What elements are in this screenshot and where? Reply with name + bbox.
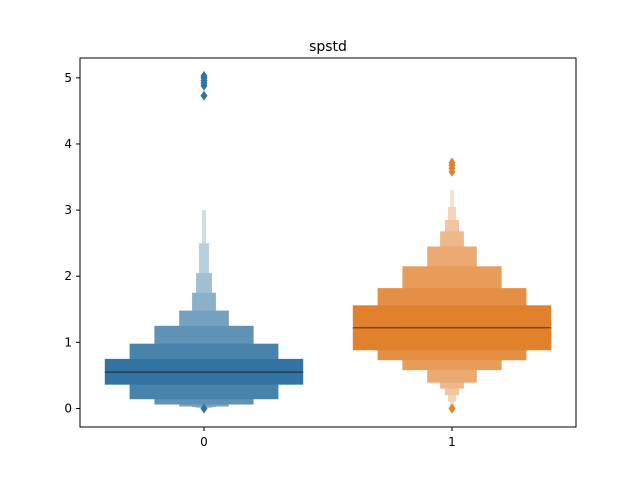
y-tick-label: 1: [64, 335, 72, 349]
y-tick-label: 5: [64, 71, 72, 85]
y-tick-label: 0: [64, 401, 72, 415]
axes: 0 1 2 3 4 5 0 1: [64, 71, 455, 449]
y-tick-label: 3: [64, 203, 72, 217]
x-tick-label: 1: [448, 435, 456, 449]
outlier-point-0-0: [200, 403, 208, 414]
plot-area: [104, 70, 552, 414]
x-tick-label: 0: [200, 435, 208, 449]
chart-title: spstd: [309, 39, 347, 55]
outlier-point-0-1: [200, 90, 208, 101]
axes-frame: [79, 57, 577, 428]
boxen-group-1: [352, 157, 552, 414]
boxen-group-0: [104, 70, 304, 414]
y-tick-label: 2: [64, 269, 72, 283]
outlier-point-1-4: [448, 157, 456, 168]
outlier-point-0-6: [200, 70, 208, 81]
outlier-point-1-0: [448, 403, 456, 414]
y-tick-label: 4: [64, 137, 72, 151]
